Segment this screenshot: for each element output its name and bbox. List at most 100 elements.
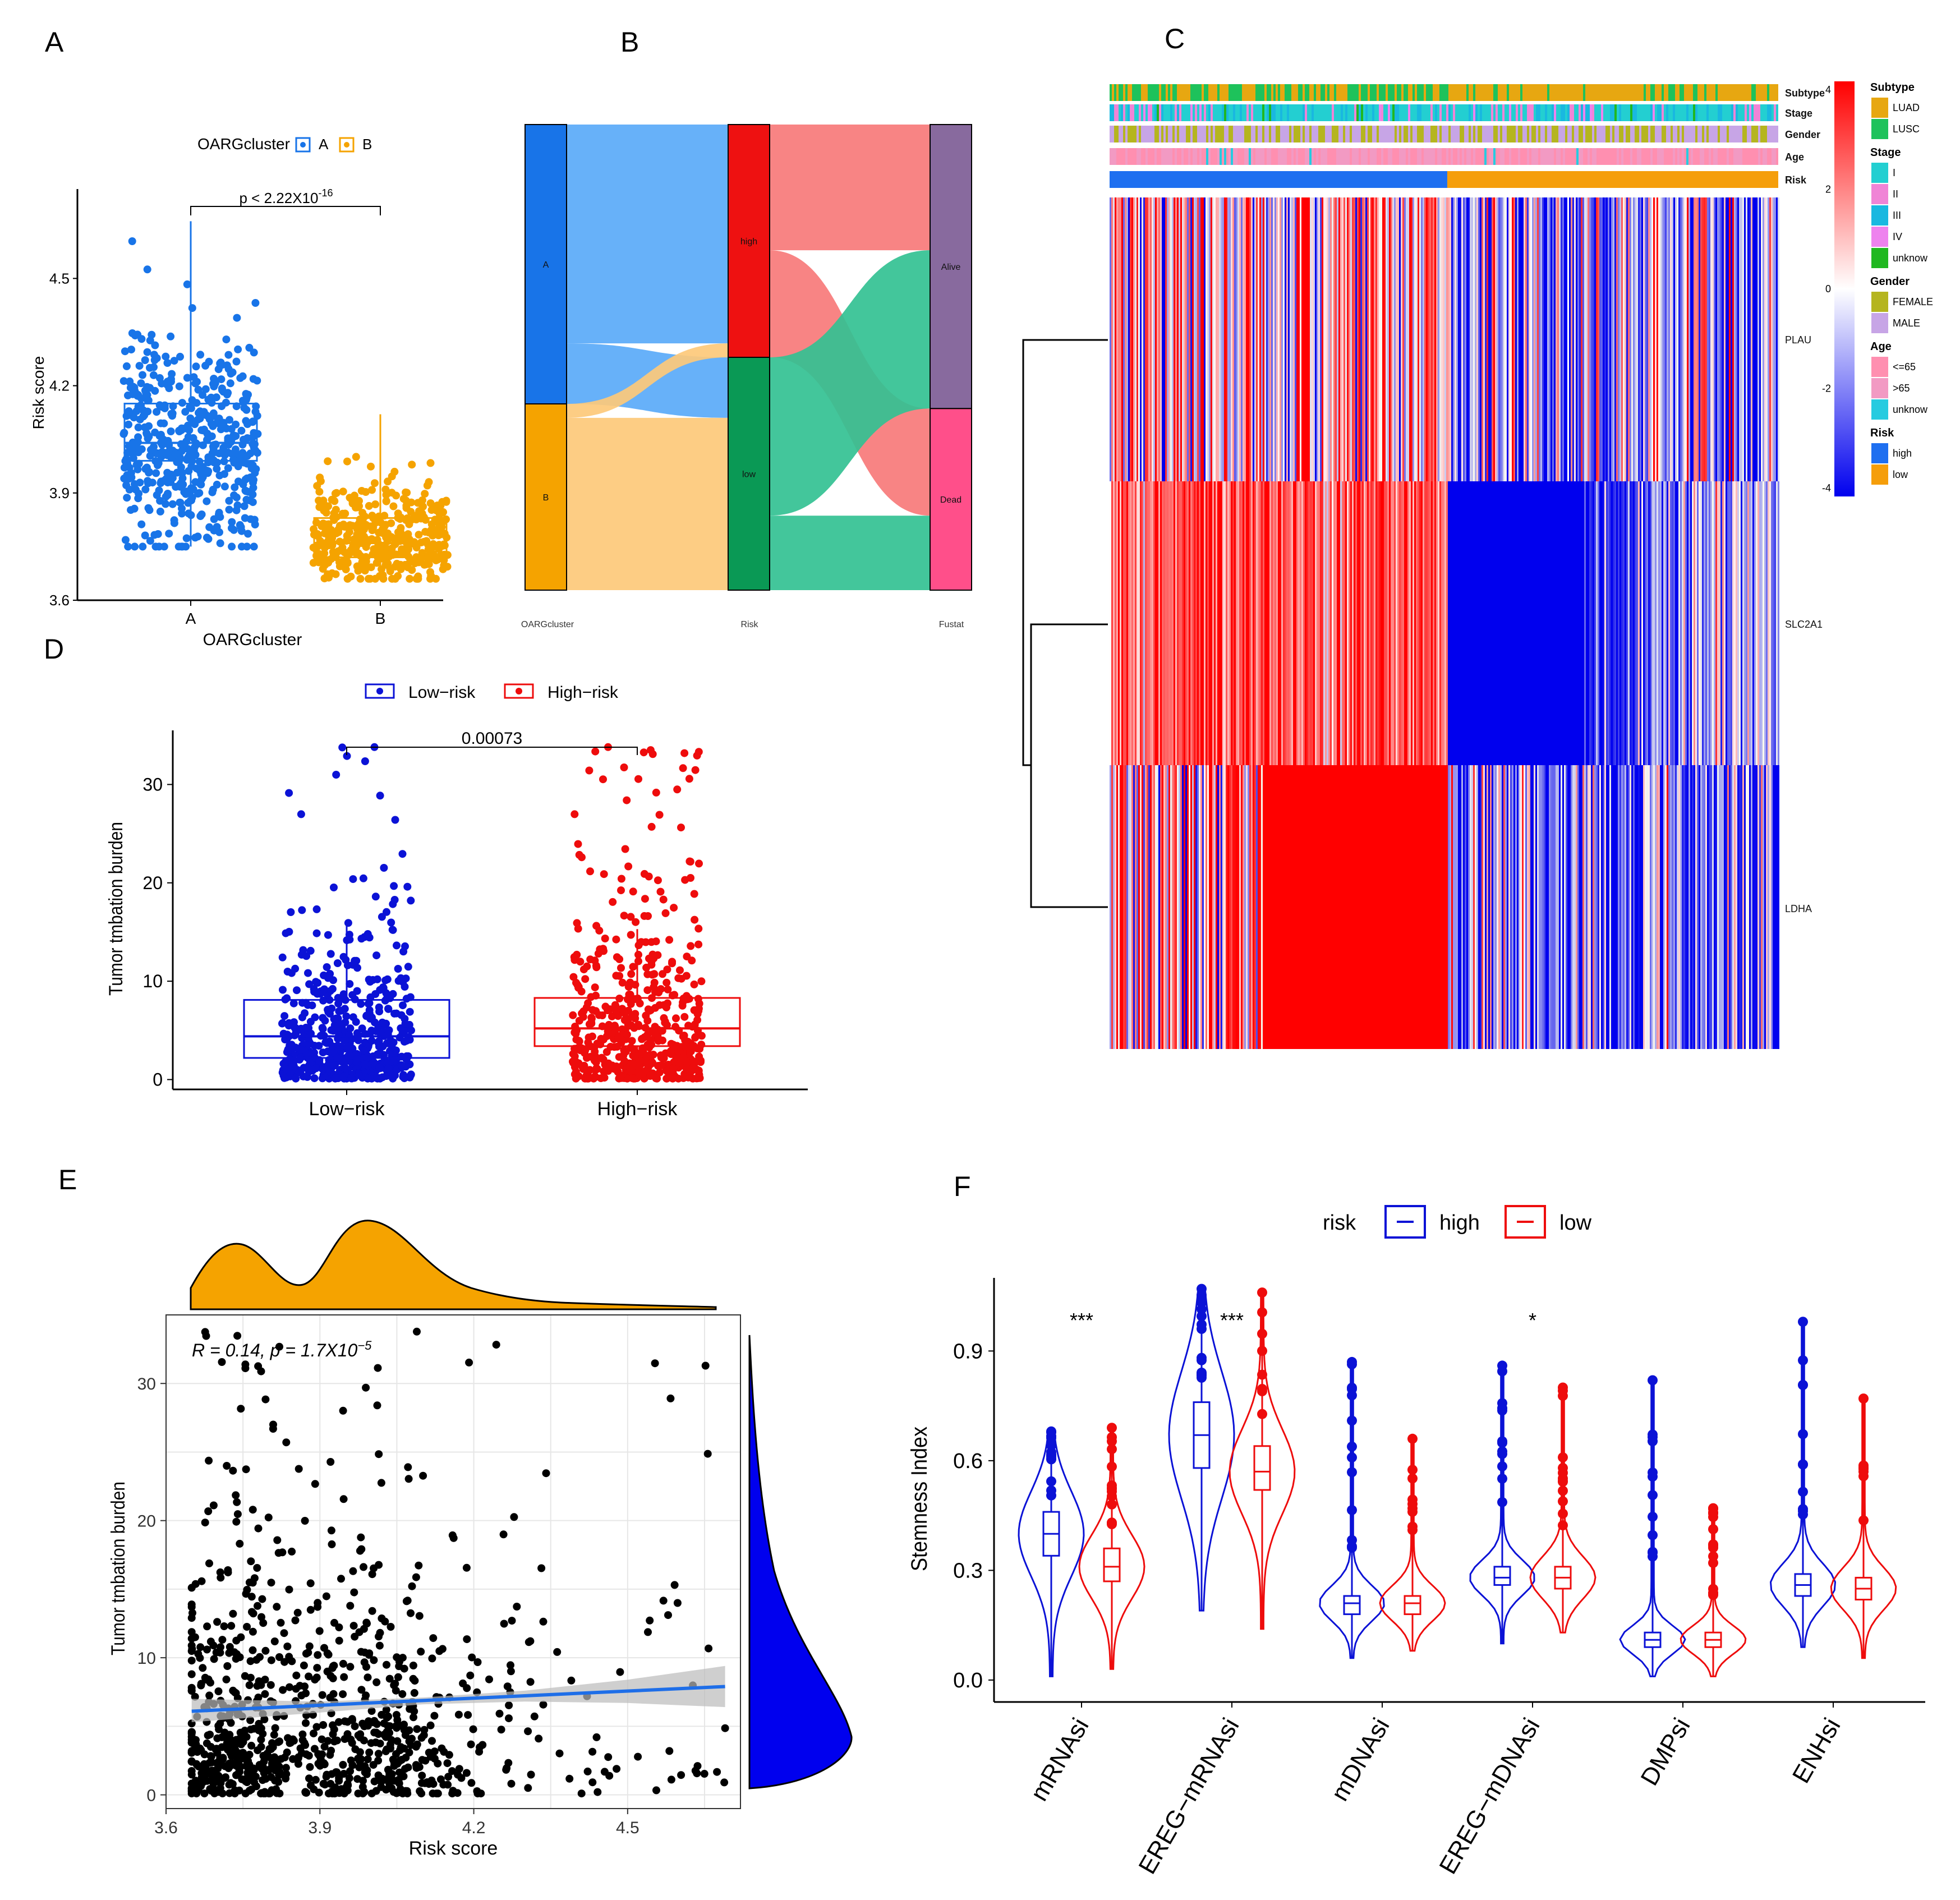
panel-c-heat-cell-slc2a1 (1168, 481, 1170, 765)
panel-c-heat-cell-ldha (1253, 765, 1254, 1049)
panel-a-point-a (172, 482, 180, 491)
panel-d-point-low-risk (302, 952, 311, 960)
panel-c-heat-cell-plau (1312, 197, 1313, 481)
panel-e-point (555, 1749, 564, 1758)
panel-c-heat-cell-plau (1736, 197, 1737, 481)
panel-c-track-cell-stage (1507, 104, 1509, 121)
panel-c-track-cell-gender (1614, 126, 1617, 142)
panel-a-point-b (404, 530, 412, 539)
panel-c-track-cell-gender (1504, 126, 1507, 142)
panel-c-track-cell-age (1549, 148, 1552, 165)
panel-c-heat-cell-slc2a1 (1488, 481, 1490, 765)
panel-c-heat-cell-ldha (1451, 765, 1453, 1049)
panel-c-track-cell-stage (1453, 104, 1455, 121)
panel-d-point-high-risk (591, 747, 600, 756)
panel-c-track-cell-age (1347, 148, 1350, 165)
panel-c-track-cell-stage (1145, 104, 1148, 121)
panel-e-point (374, 1750, 383, 1758)
panel-c-track-cell-gender (1475, 126, 1478, 142)
panel-c-heat-cell-ldha (1662, 765, 1663, 1049)
panel-c-track-cell-age (1702, 148, 1704, 165)
panel-d-point-high-risk (620, 1057, 629, 1065)
panel-d-point-low-risk (406, 1007, 414, 1016)
panel-c-heat-cell-plau (1520, 197, 1522, 481)
panel-a-point-a (134, 433, 142, 441)
panel-a-point-a (244, 530, 252, 538)
panel-d-point-low-risk (338, 743, 347, 752)
panel-c-track-cell-subtype (1347, 84, 1350, 101)
panel-c-track-cell-stage (1522, 104, 1525, 121)
panel-a-point-a (240, 502, 249, 510)
panel-c-heat-cell-slc2a1 (1441, 481, 1443, 765)
panel-c-heat-cell-slc2a1 (1424, 481, 1426, 765)
panel-c-heat-cell-slc2a1 (1648, 481, 1650, 765)
panel-letter-a: A (45, 26, 64, 58)
panel-c-heat-cell-slc2a1 (1594, 481, 1596, 765)
panel-c-track-cell-age (1383, 148, 1386, 165)
panel-c-legend-swatch-gender (1871, 313, 1888, 333)
panel-d-point-high-risk (620, 763, 628, 771)
panel-c-track-cell-stage (1772, 104, 1774, 121)
panel-c-heat-cell-ldha (1588, 765, 1589, 1049)
panel-c-heat-cell-ldha (1142, 765, 1143, 1049)
panel-c-track-cell-stage (1534, 104, 1536, 121)
panel-c-track-cell-age (1309, 148, 1312, 165)
panel-c-track-cell-stage (1215, 104, 1217, 121)
panel-a-point-a (245, 343, 254, 352)
panel-c-heat-cell-ldha (1508, 765, 1510, 1049)
panel-e-point (524, 1727, 532, 1736)
panel-c-track-cell-gender (1114, 126, 1116, 142)
panel-c-track-cell-stage (1235, 104, 1237, 121)
panel-c-track-cell-age (1280, 148, 1282, 165)
panel-c-heat-cell-plau (1727, 197, 1729, 481)
panel-c-heat-cell-slc2a1 (1490, 481, 1492, 765)
panel-c-heat-cell-ldha (1614, 765, 1616, 1049)
panel-c-heat-cell-ldha (1259, 765, 1261, 1049)
panel-c-track-cell-age (1287, 148, 1289, 165)
panel-c-heat-cell-ldha (1554, 765, 1556, 1049)
panel-c-heat-cell-ldha (1623, 765, 1625, 1049)
panel-c-track-cell-age (1536, 148, 1538, 165)
panel-c-track-cell-stage (1691, 104, 1693, 121)
panel-c-track-cell-stage (1276, 104, 1278, 121)
panel-c-track-cell-stage (1188, 104, 1190, 121)
panel-c-heat-cell-plau (1271, 197, 1273, 481)
panel-c-heat-cell-ldha (1540, 765, 1542, 1049)
panel-d-point-high-risk (647, 822, 656, 831)
panel-c-heat-cell-ldha (1182, 765, 1184, 1049)
panel-c-heat-cell-plau (1699, 197, 1700, 481)
panel-c-track-cell-age (1556, 148, 1558, 165)
panel-c-track-cell-stage (1408, 104, 1410, 121)
panel-c-track-cell-stage (1267, 104, 1269, 121)
panel-c-track-cell-subtype (1150, 84, 1152, 101)
panel-c-heat-cell-plau (1729, 197, 1731, 481)
panel-c-heat-cell-ldha (1596, 765, 1598, 1049)
panel-c-heat-cell-plau (1663, 197, 1665, 481)
panel-d-point-high-risk (574, 840, 582, 848)
panel-c-track-cell-age (1769, 148, 1772, 165)
panel-c-heat-cell-slc2a1 (1515, 481, 1517, 765)
panel-c-track-cell-subtype (1202, 84, 1204, 101)
panel-c-heat-cell-plau (1766, 197, 1768, 481)
panel-c-track-cell-age (1251, 148, 1253, 165)
panel-c-heat-cell-plau (1333, 197, 1335, 481)
panel-c-track-cell-subtype (1163, 84, 1166, 101)
panel-c-heat-cell-slc2a1 (1283, 481, 1285, 765)
panel-c-track-cell-gender (1695, 126, 1697, 142)
panel-c-track-cell-subtype (1774, 84, 1776, 101)
panel-c-track-cell-stage (1448, 104, 1451, 121)
panel-c-heat-cell-plau (1293, 197, 1295, 481)
panel-c-track-cell-gender (1289, 126, 1291, 142)
panel-c-track-cell-stage (1137, 104, 1139, 121)
panel-a-point-b (381, 543, 390, 551)
panel-c-track-cell-gender (1345, 126, 1347, 142)
panel-a-point-a (246, 515, 255, 523)
panel-e-point (377, 1479, 385, 1487)
panel-c-track-cell-gender (1352, 126, 1354, 142)
panel-d-point-low-risk (339, 1073, 348, 1081)
panel-c-heat-cell-plau (1394, 197, 1396, 481)
panel-c-track-cell-age (1379, 148, 1381, 165)
panel-c-track-cell-gender (1585, 126, 1588, 142)
panel-c-track-cell-age (1410, 148, 1413, 165)
panel-c-track-cell-stage (1695, 104, 1697, 121)
